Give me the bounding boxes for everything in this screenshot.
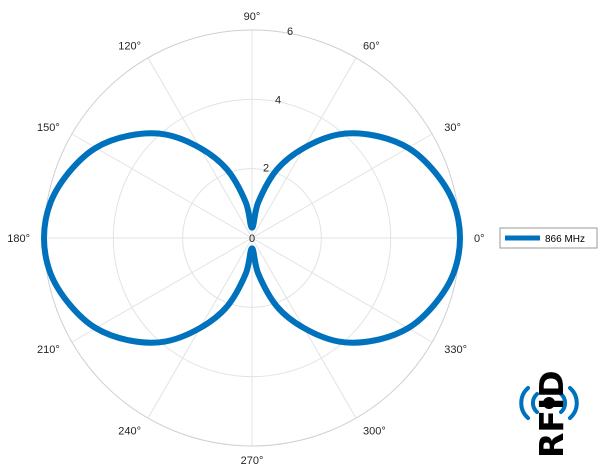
rfid-wave-icon [519,386,579,420]
r-tick-labels: 0 2 4 6 [249,26,293,245]
rfid-wave-right-outer [568,386,579,420]
theta-tick-label: 30° [444,122,461,134]
theta-gridline [251,237,433,343]
theta-tick-label: 210° [37,344,60,356]
theta-tick-label: 330° [444,344,467,356]
r-tick-label: 2 [263,163,269,175]
rfid-center-dot [543,397,555,409]
r-tick-label: 4 [275,94,281,106]
theta-tick-label: 150° [37,122,60,134]
r-gridline [182,168,322,308]
theta-tick-label: 240° [118,425,141,437]
rfid-wave-left-inner [530,392,539,414]
series-layer [41,130,463,346]
legend-box [499,227,598,249]
theta-tick-label: 180° [7,233,30,245]
r-tick-label: 6 [287,26,293,38]
theta-tick-label: 120° [118,41,141,53]
theta-tick-label: 60° [363,41,380,53]
rfid-wave-right-inner [559,392,568,414]
r-gridline [112,98,392,378]
series-line-866-mhz [41,130,463,346]
theta-tick-labels: 0° 30° 60° 90° 120° 150° 180° 210° 240° 270° 300° 3… [7,11,484,467]
theta-gridline [71,237,253,343]
theta-tick-label: 300° [363,425,386,437]
rfid-logo-text: RFID [532,370,571,458]
theta-tick-label: 90° [244,11,261,23]
theta-tick-label: 0° [474,233,485,245]
legend: 866 MHz [499,227,598,249]
rfid-wave-left-outer [519,386,530,420]
theta-gridline [251,133,433,239]
rfid-logo: RFID [519,370,579,458]
r-tick-label: 0 [249,233,255,245]
theta-tick-label: 270° [241,455,264,467]
legend-label: 866 MHz [545,234,585,245]
theta-gridline [71,133,253,239]
